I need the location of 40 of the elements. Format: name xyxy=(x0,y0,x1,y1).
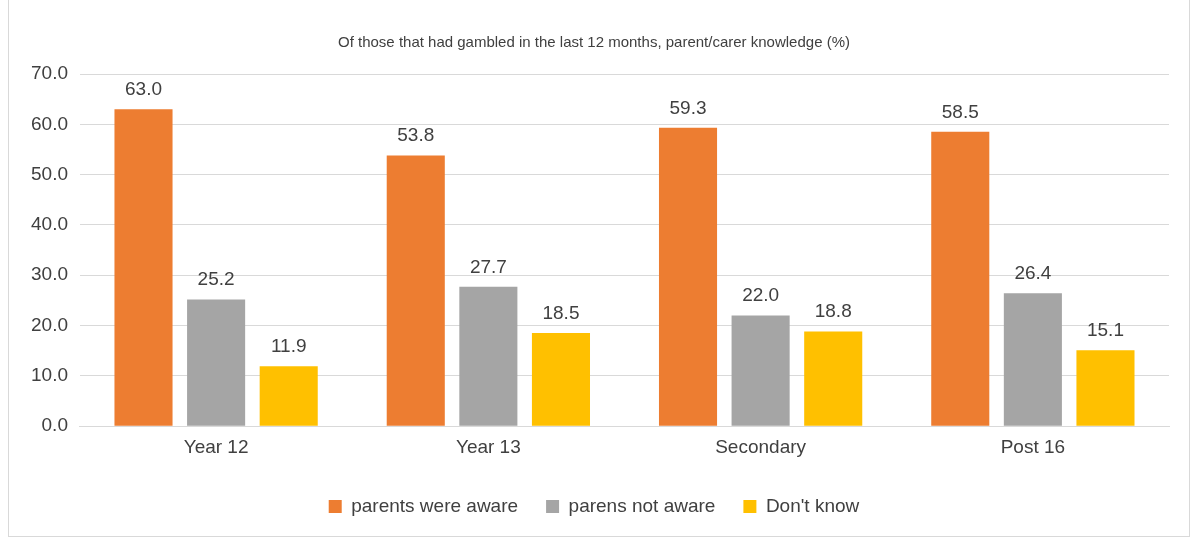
x-tick-label: Year 13 xyxy=(455,435,521,457)
y-tick-label: 0.0 xyxy=(41,414,68,436)
data-label: 22.0 xyxy=(742,284,780,306)
legend-label: parents were aware xyxy=(351,494,519,516)
chart-title: Of those that had gambled in the last 12 months, parent/carer knowledge (%) xyxy=(338,33,850,51)
y-tick-label: 40.0 xyxy=(31,213,68,235)
y-tick-label: 30.0 xyxy=(31,263,68,285)
x-tick-label: Post 16 xyxy=(1000,435,1066,457)
bar xyxy=(187,299,246,426)
bar xyxy=(804,331,863,426)
y-tick-label: 60.0 xyxy=(31,112,68,134)
bar xyxy=(386,155,445,426)
y-tick-label: 20.0 xyxy=(31,313,68,335)
data-label: 11.9 xyxy=(270,335,307,357)
data-label: 26.4 xyxy=(1014,262,1052,284)
bar xyxy=(1076,350,1135,426)
bar xyxy=(1003,293,1062,426)
y-tick-label: 10.0 xyxy=(31,364,68,386)
x-tick-label: Secondary xyxy=(715,435,807,457)
bar xyxy=(731,315,790,426)
y-tick-label: 70.0 xyxy=(31,62,68,84)
y-tick-label: 50.0 xyxy=(31,162,68,184)
bar xyxy=(459,286,518,426)
data-label: 15.1 xyxy=(1086,318,1124,340)
bar xyxy=(658,127,718,426)
data-label: 18.8 xyxy=(814,300,852,322)
bar xyxy=(931,131,990,426)
bar xyxy=(531,333,590,426)
data-label: 63.0 xyxy=(125,77,162,99)
data-label: 53.8 xyxy=(397,124,435,146)
data-label: 25.2 xyxy=(197,268,235,290)
data-label: 27.7 xyxy=(469,255,507,277)
bar xyxy=(114,109,173,426)
data-label: 59.3 xyxy=(669,96,707,118)
data-label: 58.5 xyxy=(941,100,979,122)
bar xyxy=(259,366,318,426)
data-label: 18.5 xyxy=(542,301,580,323)
x-tick-label: Year 12 xyxy=(183,435,249,457)
legend-label: Don't know xyxy=(765,494,860,516)
legend-label: parens not aware xyxy=(568,494,716,516)
